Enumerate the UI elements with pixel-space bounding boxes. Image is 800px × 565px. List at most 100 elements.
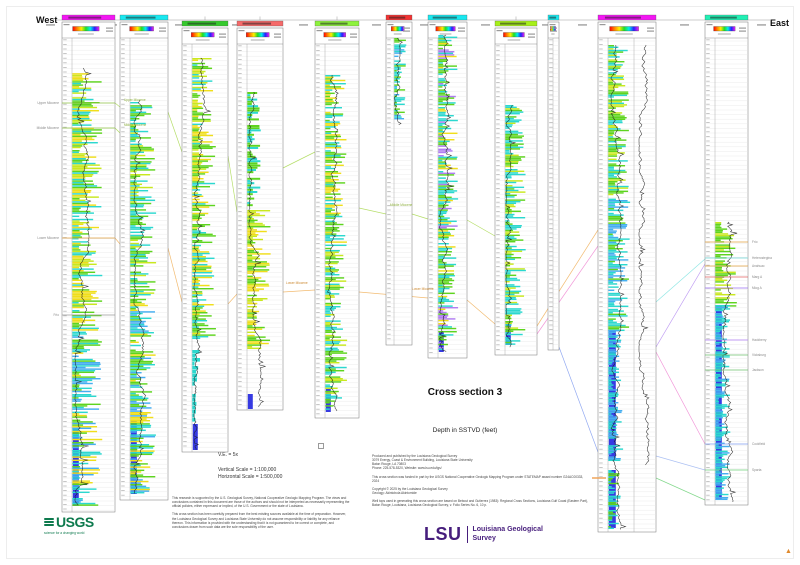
ruler-distance-smudge [46, 24, 55, 26]
log-curve [133, 99, 146, 494]
well-track-w11 [704, 14, 749, 506]
log-curve [74, 67, 92, 505]
well-track-w3 [181, 20, 229, 453]
correlation-line [655, 351, 706, 445]
formation-marker-label: Middle Miocene [37, 126, 60, 130]
correlation-line [536, 245, 599, 335]
credit-line: Baton Rouge, LA 70803 [372, 462, 406, 467]
log-curve [722, 221, 738, 503]
correlation-line [167, 247, 183, 303]
corner-triangle-icon: ▲ [785, 548, 792, 555]
well-tops-note: Well tops used in generating this cross … [372, 499, 588, 508]
credit-line: Produced and published by the Louisiana … [372, 454, 458, 458]
legend-box-icon [318, 443, 324, 449]
well-frame [61, 21, 116, 513]
east-label: East [770, 18, 790, 28]
log-colorbar [391, 26, 405, 32]
usgs-wave-icon [44, 517, 54, 527]
highlight-smudge [592, 477, 606, 479]
geology-credit: Geology: Akintobola Akintomide [372, 491, 417, 496]
log-column-fill [438, 332, 444, 352]
well-track-w1 [61, 14, 116, 513]
usgs-logo: USGS science for a changing world [44, 514, 94, 535]
well-track-w8 [494, 20, 538, 356]
well-track-w10 [597, 14, 657, 533]
log-colorbar [503, 32, 525, 38]
correlation-line [655, 258, 706, 303]
ruler-distance-smudge [299, 24, 308, 26]
formation-marker-label: Hackberry [752, 338, 767, 342]
formation-marker-label: Lower Miocene [37, 236, 59, 240]
formation-marker-label: Heterostegina [752, 256, 772, 260]
well-name-smudge [389, 16, 406, 19]
log-curve [327, 74, 339, 412]
ruler-distance-smudge [372, 24, 381, 26]
well-name-smudge [549, 16, 557, 19]
correlation-line [558, 346, 599, 453]
log-column-fill [715, 305, 722, 500]
log-curve [438, 34, 454, 352]
vertical-scale: Vertical Scale = 1:100,000 [218, 467, 277, 474]
page-title: Cross section 3 [427, 387, 503, 398]
horizontal-scale: Horizontal Scale = 1:500,000 [218, 473, 283, 480]
credits-block: Produced and published by the Louisiana … [372, 454, 588, 512]
funding-note: This cross section was funded in part by… [372, 474, 584, 483]
formation-marker-label: Sparta [752, 468, 762, 472]
well-frame [181, 27, 229, 453]
well-frame [597, 21, 657, 533]
disclaimer-paragraph-1: This research is supported by the U.S. G… [172, 496, 350, 509]
log-curve [393, 37, 403, 126]
ruler-distance-smudge [232, 24, 241, 26]
formation-marker-label: Vicksburg [752, 353, 766, 357]
log-colorbar [191, 32, 215, 38]
log-curve [248, 91, 266, 408]
correlation-line [282, 289, 316, 293]
lsu-wordmark: LSU [424, 524, 462, 544]
log-colorbar [435, 26, 456, 32]
vertical-exaggeration: V.E. = 5x [218, 452, 238, 458]
formation-marker-label: Marg A [752, 275, 763, 279]
correlation-line [655, 263, 706, 348]
correlation-line [114, 127, 121, 134]
correlation-line [114, 237, 121, 245]
copyright-line: Copyright © 2025 by the Louisiana Geolog… [372, 486, 448, 491]
logo-divider [466, 526, 468, 543]
well-name-smudge [604, 16, 641, 19]
formation-marker-label: Frio [752, 240, 758, 244]
correlation-label: Upper Miocene [124, 98, 146, 102]
ruler-distance-smudge [757, 24, 766, 26]
log-curve [638, 44, 650, 466]
correlation-line [411, 213, 429, 220]
correlation-line [227, 155, 238, 213]
well-frame [547, 21, 560, 351]
well-track-w6 [385, 14, 413, 346]
log-column-fill [192, 424, 198, 450]
log-colorbar [609, 26, 639, 32]
log-column-fill [247, 394, 253, 409]
correlation-line [358, 207, 387, 215]
scale-block: V.E. = 5x Vertical Scale = 1:100,000 Hor… [218, 452, 282, 480]
usgs-tagline: science for a changing world [44, 530, 85, 535]
usgs-wordmark: USGS [56, 514, 94, 530]
correlation-line [227, 293, 238, 305]
formation-marker-label: Frio [54, 313, 60, 317]
correlation-line [655, 477, 706, 501]
formation-marker-label: Miog A [752, 286, 763, 290]
well-name-smudge [187, 22, 217, 25]
page-subtitle: Depth in SSTVD (feet) [432, 427, 498, 434]
well-name-smudge [68, 16, 102, 19]
ruler-distance-smudge [680, 24, 689, 26]
well-name-smudge [500, 22, 527, 25]
well-name-smudge [432, 16, 457, 19]
log-colorbar [129, 26, 154, 32]
log-colorbar [246, 32, 270, 38]
credit-line: Phone: 225-578-5320, Website: www.lsu.ed… [372, 466, 442, 471]
log-column-fill [130, 420, 137, 494]
correlation-line [536, 229, 599, 327]
correlation-line [282, 151, 316, 169]
formation-marker-label: Jackson [752, 368, 764, 372]
log-curve [610, 44, 627, 530]
well-track-w5 [314, 20, 360, 419]
formation-marker-label: Cockfield [752, 442, 765, 446]
